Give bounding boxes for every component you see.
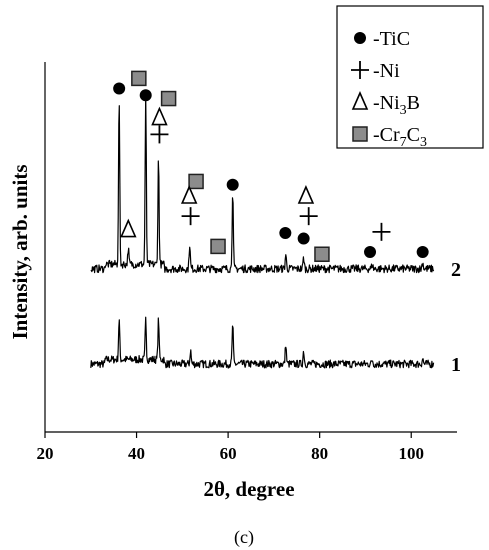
x-ticks: 20 40 60 80 100 <box>37 432 424 463</box>
legend-circle-icon <box>354 32 366 44</box>
plus-marker <box>299 207 318 226</box>
panel-label: (c) <box>234 527 254 548</box>
x-axis-title: 2θ, degree <box>203 477 294 501</box>
series-1-trace <box>90 316 435 369</box>
square-marker <box>314 246 330 262</box>
square-marker <box>188 173 204 190</box>
legend-box <box>336 5 484 149</box>
triangle-marker <box>180 185 198 204</box>
plus-marker <box>181 207 200 226</box>
traces <box>90 92 435 369</box>
legend-label: -Ni3B <box>373 92 420 118</box>
circle-marker <box>279 226 292 239</box>
x-tick-label: 40 <box>128 444 145 463</box>
triangle-marker <box>151 106 168 126</box>
trace-label-2: 2 <box>451 259 461 281</box>
x-tick-label: 20 <box>37 444 54 463</box>
legend-label: -Ni <box>373 60 400 82</box>
series-2-trace <box>90 92 435 274</box>
plus-marker <box>372 222 391 241</box>
triangle-marker <box>297 185 315 204</box>
circle-marker <box>364 246 377 258</box>
y-axis-title: Intensity, arb. units <box>8 164 32 339</box>
triangle-marker <box>120 218 137 238</box>
trace-label-1: 1 <box>451 354 461 376</box>
legend-square-icon <box>352 126 368 142</box>
x-tick-label: 100 <box>398 444 424 463</box>
peak-markers <box>113 70 429 262</box>
x-tick-label: 60 <box>220 444 237 463</box>
square-marker <box>210 238 226 255</box>
circle-marker <box>226 178 239 191</box>
legend-label: -Cr7C3 <box>373 124 427 150</box>
square-marker <box>160 90 177 107</box>
x-tick-label: 80 <box>311 444 328 463</box>
circle-marker <box>113 82 126 95</box>
square-marker <box>131 70 147 87</box>
legend: -TiC -Ni -Ni3B -Cr7C3 <box>336 5 484 150</box>
legend-triangle-icon <box>351 91 369 110</box>
axes <box>44 62 457 433</box>
circle-marker <box>297 232 310 245</box>
circle-marker <box>139 89 152 102</box>
circle-marker <box>416 246 429 258</box>
legend-plus-icon <box>351 61 369 79</box>
trace-labels: 21 <box>451 259 461 376</box>
plus-marker <box>150 125 169 144</box>
legend-label: -TiC <box>373 28 410 50</box>
